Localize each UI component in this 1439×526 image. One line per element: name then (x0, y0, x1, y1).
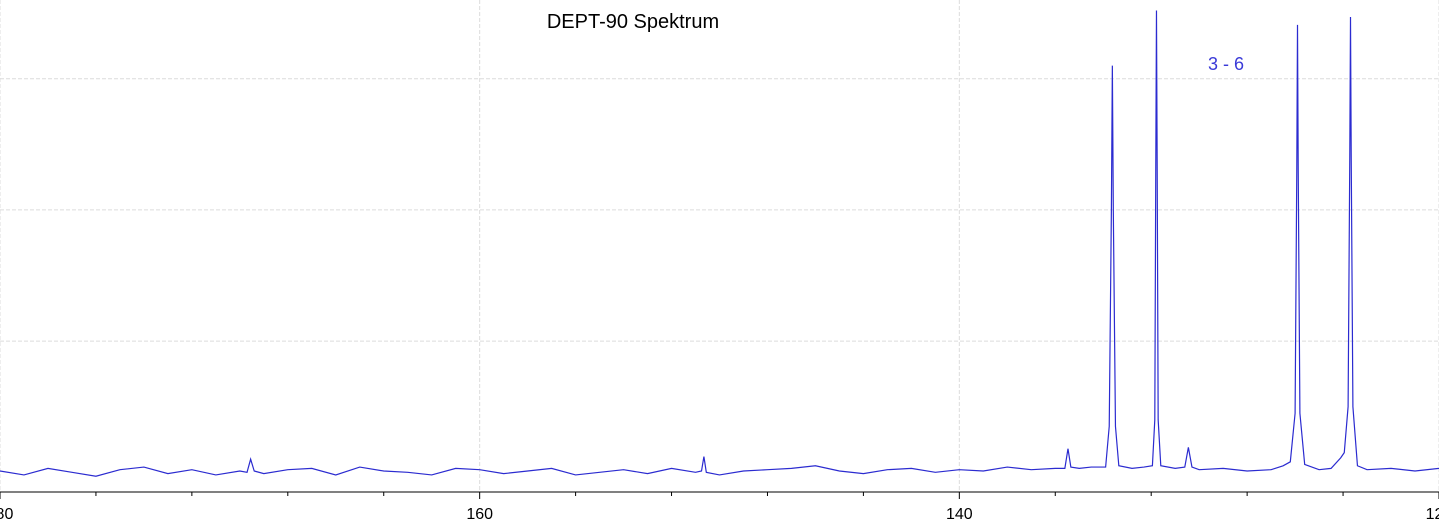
x-tick-label: 120 (1426, 506, 1439, 523)
chart-title: DEPT-90 Spektrum (547, 11, 719, 33)
annotation: 3 - 6 (1208, 54, 1244, 74)
x-tick-label: 140 (946, 506, 973, 523)
x-tick-label: 180 (0, 506, 13, 523)
spectrum-line (0, 10, 1439, 477)
x-tick-label: 160 (466, 506, 493, 523)
